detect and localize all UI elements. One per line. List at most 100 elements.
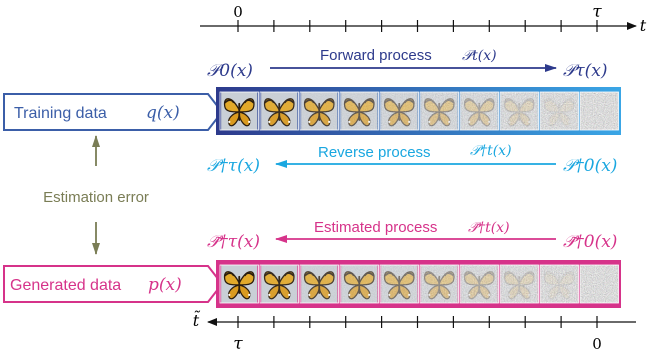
butterfly-icon [220,265,259,303]
generated-frames [219,264,619,304]
generated-label-math: p(x) [148,275,182,295]
noise-overlay [420,265,459,303]
reverse-label-math: 𝒫†t(x) [470,143,512,159]
noise-overlay [460,265,499,303]
reverse-right-math: 𝒫†0(x) [563,156,617,176]
frame-border [379,264,419,304]
bottom-axis-end-tick: 0 [592,335,602,353]
frame-border [459,91,499,131]
training-label-math: q(x) [146,103,180,123]
training-frame [219,91,259,131]
generated-frame [459,264,499,304]
generated-strip [216,260,621,308]
estimated-right-math: 𝒫̃†0(x) [563,232,617,252]
frame-border [579,264,619,304]
noise-overlay [340,92,379,130]
frame-border [339,91,379,131]
training-frame [379,91,419,131]
training-frame [419,91,459,131]
frame-border [539,264,579,304]
noise-overlay [380,265,419,303]
training-frame [299,91,339,131]
bottom-axis-ticks [237,316,598,328]
noise-overlay [300,92,339,130]
top-axis-end-tick: τ [592,2,602,22]
training-frame [339,91,379,131]
training-frame [459,91,499,131]
noise-overlay [420,92,459,130]
frame-border [419,91,459,131]
estimated-process: 𝒫̃†τ(x) Estimated process 𝒫̃†t(x) 𝒫̃†0(x… [207,219,617,252]
estimated-label: Estimated process [314,219,437,236]
noise-overlay [380,92,419,130]
frame-border [299,91,339,131]
forward-left-math: 𝒫0(x) [207,61,253,81]
frame-border [379,91,419,131]
frame-border [219,264,259,304]
estimation-label: Estimation error [43,189,149,206]
estimated-label-math: 𝒫̃†t(x) [468,220,510,236]
forward-right-math: 𝒫τ(x) [563,61,608,81]
top-time-axis: 0 τ t [200,2,647,35]
training-frame [499,91,539,131]
bottom-axis-start-tick: τ [233,334,243,354]
frame-border [539,91,579,131]
frame-border [459,264,499,304]
noise-overlay [460,92,499,130]
generated-frame [499,264,539,304]
frame-border [299,264,339,304]
top-axis-start-tick: 0 [233,3,243,21]
noise-overlay [540,92,579,130]
training-data-label: Training data q(x) [3,93,224,131]
frame-border [339,264,379,304]
bottom-time-axis: t̃ τ 0 [193,310,636,354]
generated-frame [379,264,419,304]
reverse-label: Reverse process [318,144,431,161]
frame-border [419,264,459,304]
reverse-left-math: 𝒫†τ(x) [207,156,260,176]
frame-border [499,264,539,304]
noise-overlay [340,265,379,303]
noise-overlay [580,92,619,130]
generated-frame [339,264,379,304]
frame-border [259,91,299,131]
forward-process: 𝒫0(x) Forward process 𝒫t(x) 𝒫τ(x) [207,47,608,81]
frame-border [499,91,539,131]
training-frame [579,91,619,131]
training-frame [539,91,579,131]
generated-frame [299,264,339,304]
frame-border [219,91,259,131]
generated-frame [419,264,459,304]
top-axis-ticks [237,20,598,32]
training-frames [219,91,619,131]
frame-border [259,264,299,304]
forward-label-math: 𝒫t(x) [462,48,497,64]
forward-label: Forward process [320,47,432,64]
frame-border [579,91,619,131]
noise-overlay [500,92,539,130]
generated-frame [539,264,579,304]
generated-label-text: Generated data [10,277,121,294]
generated-label-box [3,265,224,303]
generated-frame [259,264,299,304]
training-strip [216,87,621,135]
noise-overlay [300,265,339,303]
noise-overlay [540,265,579,303]
training-label-text: Training data [14,105,107,122]
reverse-process: 𝒫†τ(x) Reverse process 𝒫†t(x) 𝒫†0(x) [207,143,617,176]
training-frame [259,91,299,131]
noise-overlay [500,265,539,303]
noise-overlay [260,265,299,303]
noise-overlay [260,92,299,130]
generated-frame [219,264,259,304]
bottom-axis-variable: t̃ [193,310,201,330]
training-label-box [3,93,224,131]
butterfly-icon [220,92,259,130]
top-axis-variable: t [640,16,647,35]
estimation-error: Estimation error [43,135,149,255]
estimated-left-math: 𝒫̃†τ(x) [207,232,260,252]
noise-overlay [580,265,619,303]
generated-frame [579,264,619,304]
generated-data-label: Generated data p(x) [3,265,224,303]
